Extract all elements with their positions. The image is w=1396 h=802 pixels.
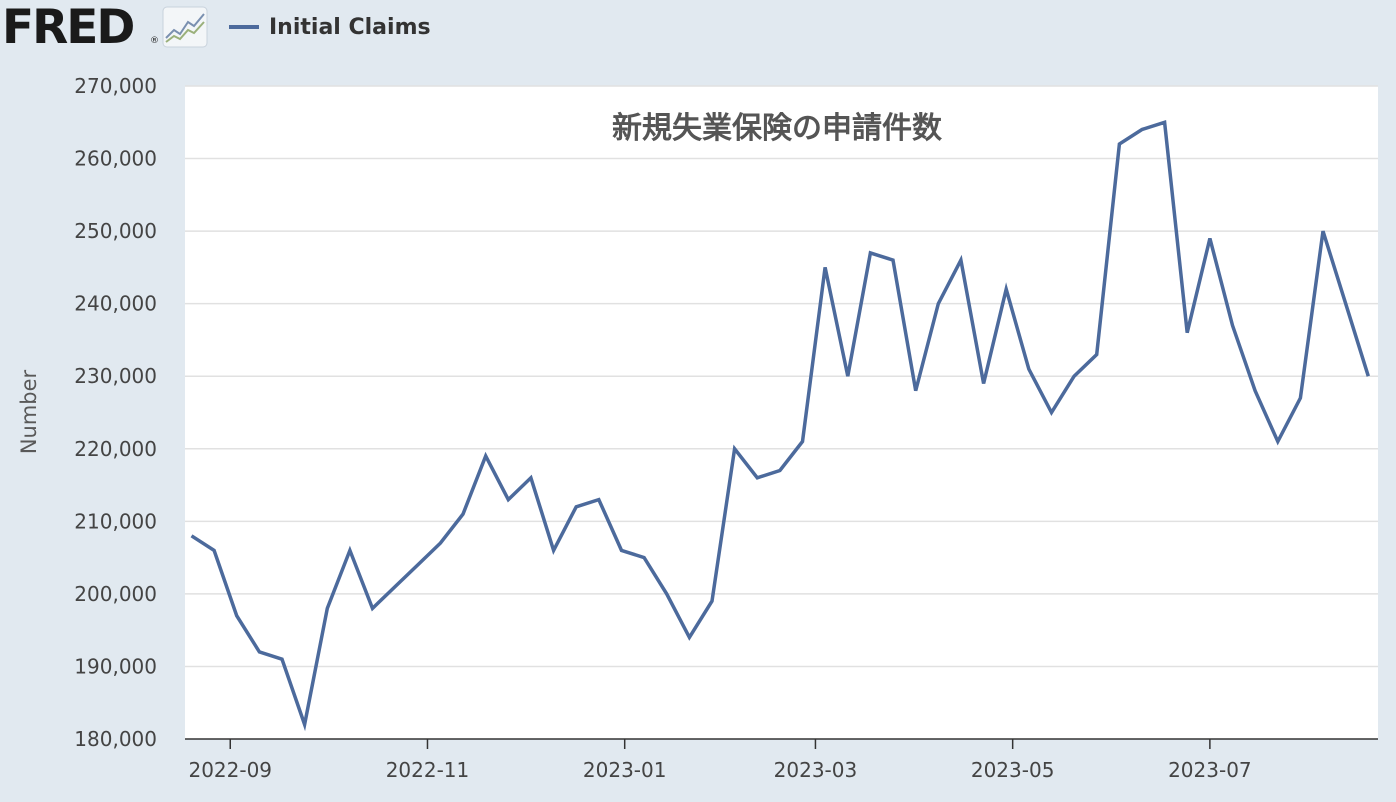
data-point[interactable] — [979, 378, 989, 388]
y-tick-label: 200,000 — [74, 582, 157, 606]
y-tick-label: 210,000 — [74, 509, 157, 533]
data-point[interactable] — [368, 603, 378, 613]
registered-mark: ® — [150, 36, 159, 46]
data-point[interactable] — [933, 299, 943, 309]
data-point[interactable] — [1341, 299, 1351, 309]
data-point[interactable] — [413, 560, 423, 570]
data-point[interactable] — [503, 495, 513, 505]
data-point[interactable] — [345, 545, 355, 555]
data-point[interactable] — [300, 719, 310, 729]
y-tick-label: 230,000 — [74, 364, 157, 388]
y-tick-label: 250,000 — [74, 219, 157, 243]
data-point[interactable] — [843, 371, 853, 381]
data-point[interactable] — [662, 589, 672, 599]
data-point[interactable] — [956, 255, 966, 265]
data-point[interactable] — [1295, 393, 1305, 403]
data-point[interactable] — [390, 582, 400, 592]
x-tick-label: 2023-07 — [1168, 758, 1252, 782]
legend-label-initial-claims[interactable]: Initial Claims — [269, 14, 431, 40]
data-point[interactable] — [1024, 364, 1034, 374]
y-axis-label: Number — [17, 369, 41, 454]
data-point[interactable] — [1046, 408, 1056, 418]
y-tick-label: 190,000 — [74, 654, 157, 678]
data-point[interactable] — [186, 531, 196, 541]
data-point[interactable] — [1001, 284, 1011, 294]
data-point[interactable] — [435, 538, 445, 548]
data-point[interactable] — [911, 386, 921, 396]
legend-swatch — [229, 25, 259, 29]
data-point[interactable] — [616, 545, 626, 555]
y-tick-label: 260,000 — [74, 147, 157, 171]
data-point[interactable] — [322, 603, 332, 613]
data-point[interactable] — [526, 473, 536, 483]
data-point[interactable] — [752, 473, 762, 483]
data-point[interactable] — [1182, 328, 1192, 338]
y-axis-tick-labels: 180,000 190,000 200,000 210,000 220,000 230,0… — [74, 74, 157, 751]
data-point[interactable] — [1092, 349, 1102, 359]
data-point[interactable] — [798, 437, 808, 447]
data-point[interactable] — [1160, 117, 1170, 127]
data-point[interactable] — [865, 248, 875, 258]
line-graph-icon — [162, 6, 208, 48]
data-point[interactable] — [232, 611, 242, 621]
y-tick-label: 240,000 — [74, 292, 157, 316]
data-point[interactable] — [1318, 226, 1328, 236]
data-point[interactable] — [684, 632, 694, 642]
x-tick-label: 2023-01 — [583, 758, 667, 782]
data-point[interactable] — [1273, 437, 1283, 447]
legend: Initial Claims — [229, 12, 431, 42]
data-point[interactable] — [820, 262, 830, 272]
x-tick-label: 2022-09 — [188, 758, 272, 782]
y-tick-label: 180,000 — [74, 727, 157, 751]
data-point[interactable] — [730, 444, 740, 454]
data-point[interactable] — [888, 255, 898, 265]
x-axis: 2022-09 2022-11 2023-01 2023-03 2023-05 2023-… — [185, 738, 1378, 782]
series-layer — [186, 117, 1373, 732]
data-point[interactable] — [549, 545, 559, 555]
series-line-initial-claims[interactable] — [190, 119, 1370, 732]
x-tick-label: 2023-05 — [971, 758, 1055, 782]
plot-area — [185, 86, 1378, 739]
chart-title: 新規失業保険の申請件数 — [612, 111, 943, 146]
data-point[interactable] — [571, 502, 581, 512]
x-tick-label: 2022-11 — [386, 758, 470, 782]
data-point[interactable] — [277, 654, 287, 664]
data-point[interactable] — [254, 647, 264, 657]
data-point[interactable] — [1250, 386, 1260, 396]
data-point[interactable] — [594, 495, 604, 505]
fred-logo[interactable]: FRED — [2, 0, 135, 55]
header: FRED ® Initial Claims — [0, 0, 1396, 60]
data-point[interactable] — [639, 553, 649, 563]
data-point[interactable] — [1137, 125, 1147, 135]
data-point[interactable] — [707, 596, 717, 606]
data-point[interactable] — [458, 509, 468, 519]
x-tick-label: 2023-03 — [774, 758, 858, 782]
grid-lines — [185, 85, 1378, 668]
data-point[interactable] — [1363, 371, 1373, 381]
data-point[interactable] — [209, 545, 219, 555]
data-point[interactable] — [1228, 320, 1238, 330]
y-tick-label: 270,000 — [74, 74, 157, 98]
data-point[interactable] — [775, 466, 785, 476]
data-point[interactable] — [1205, 233, 1215, 243]
data-point[interactable] — [1114, 139, 1124, 149]
y-tick-label: 220,000 — [74, 437, 157, 461]
data-point[interactable] — [481, 451, 491, 461]
data-point[interactable] — [1069, 371, 1079, 381]
